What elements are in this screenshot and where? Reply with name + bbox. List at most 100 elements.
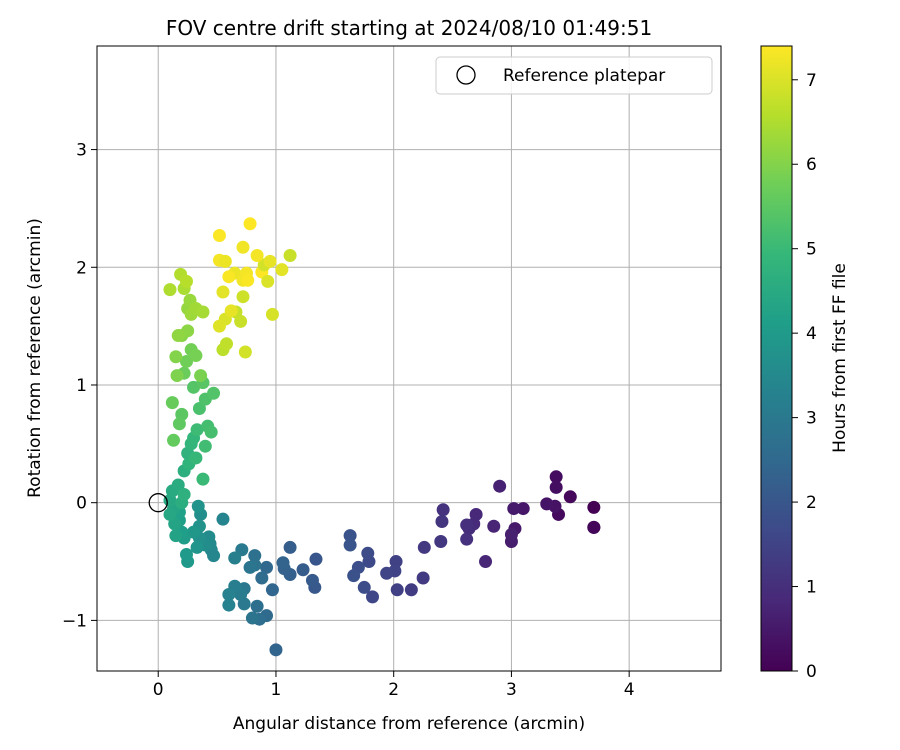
x-tick-label: 0	[153, 680, 164, 700]
scatter-point	[265, 307, 279, 321]
scatter-point	[343, 529, 357, 543]
scatter-point	[417, 540, 431, 554]
legend-reference-marker	[456, 65, 476, 85]
scatter-point	[238, 345, 252, 359]
scatter-point	[196, 472, 210, 486]
scatter-point	[357, 580, 371, 594]
y-tick-label: 2	[76, 258, 87, 278]
x-tick-label: 3	[506, 680, 517, 700]
scatter-point	[460, 532, 474, 546]
colorbar-tick-label: 5	[806, 240, 817, 260]
scatter-point	[216, 285, 230, 299]
scatter-point	[296, 563, 310, 577]
scatter-point	[216, 512, 230, 526]
scatter-point	[250, 249, 264, 263]
scatter-point	[204, 425, 218, 439]
scatter-point	[171, 329, 185, 343]
scatter-point	[434, 535, 448, 549]
scatter-point	[487, 519, 501, 533]
reference-marker	[148, 493, 168, 513]
scatter-point	[389, 555, 403, 569]
scatter-point	[179, 274, 193, 288]
colorbar-ticks: 0 1 2 3 4 5 6 7	[792, 71, 817, 682]
scatter-point	[283, 540, 297, 554]
data-points	[163, 217, 601, 657]
scatter-point	[220, 337, 234, 351]
scatter-point	[212, 229, 226, 243]
y-tick-label: 3	[76, 141, 87, 161]
scatter-point	[163, 507, 177, 521]
scatter-point	[196, 305, 210, 319]
scatter-point	[309, 552, 323, 566]
y-tick-label: −1	[62, 611, 87, 631]
chart-title: FOV centre drift starting at 2024/08/10 …	[166, 16, 652, 40]
scatter-point	[516, 502, 530, 516]
scatter-point	[261, 274, 275, 288]
scatter-point	[243, 560, 257, 574]
plot-frame	[96, 45, 722, 672]
legend-label: Reference platepar	[503, 66, 665, 86]
scatter-point	[243, 217, 257, 231]
scatter-point	[283, 249, 297, 263]
scatter-point	[269, 643, 283, 657]
scatter-point	[218, 254, 232, 268]
scatter-point	[165, 396, 179, 410]
scatter-point	[163, 283, 177, 297]
scatter-point	[549, 480, 563, 494]
scatter-point	[276, 556, 290, 570]
scatter-point	[436, 503, 450, 517]
scatter-point	[305, 573, 319, 587]
colorbar-gradient	[760, 45, 793, 672]
scatter-point	[212, 319, 226, 333]
scatter-point	[192, 402, 206, 416]
scatter-point	[179, 547, 193, 561]
reference-point	[148, 493, 168, 513]
scatter-point	[263, 254, 277, 268]
scatter-point	[236, 240, 250, 254]
scatter-point	[198, 439, 212, 453]
scatter-point	[190, 423, 204, 437]
scatter-point	[179, 354, 193, 368]
scatter-point	[177, 487, 191, 501]
scatter-point	[207, 386, 221, 400]
colorbar-label: Hours from first FF file	[830, 263, 850, 453]
scatter-point	[507, 502, 521, 516]
x-tick-label: 2	[388, 680, 399, 700]
scatter-point	[587, 500, 601, 514]
colorbar-tick-label: 4	[806, 324, 817, 344]
scatter-point	[563, 490, 577, 504]
scatter-point	[189, 451, 203, 465]
scatter-point	[260, 560, 274, 574]
x-tick-label: 4	[624, 680, 635, 700]
scatter-point	[416, 571, 430, 585]
scatter-point	[275, 263, 289, 277]
legend: Reference platepar	[435, 56, 713, 95]
scatter-point	[347, 569, 361, 583]
scatter-point	[169, 529, 183, 543]
x-axis-ticks: 0 1 2 3 4	[153, 671, 635, 700]
scatter-point	[255, 571, 269, 585]
colorbar-tick-label: 0	[806, 662, 817, 682]
scatter-point	[265, 583, 279, 597]
scatter-point	[172, 417, 186, 431]
scatter-point	[191, 499, 205, 513]
scatter-point	[234, 314, 248, 328]
scatter-point	[228, 551, 242, 565]
scatter-point	[250, 599, 264, 613]
scatter-point	[435, 515, 449, 529]
scatter-point	[390, 583, 404, 597]
scatter-point	[241, 273, 255, 287]
colorbar-tick-label: 3	[806, 409, 817, 429]
scatter-point	[380, 566, 394, 580]
scatter-point	[167, 433, 181, 447]
scatter-point	[460, 518, 474, 532]
scatter-point	[361, 546, 375, 560]
scatter-point	[479, 555, 493, 569]
scatter-point	[587, 520, 601, 534]
scatter-point	[248, 549, 262, 563]
y-axis-label: Rotation from reference (arcmin)	[25, 218, 45, 498]
scatter-point	[224, 304, 238, 318]
x-axis-label: Angular distance from reference (arcmin)	[233, 714, 585, 734]
scatter-point	[187, 525, 201, 539]
